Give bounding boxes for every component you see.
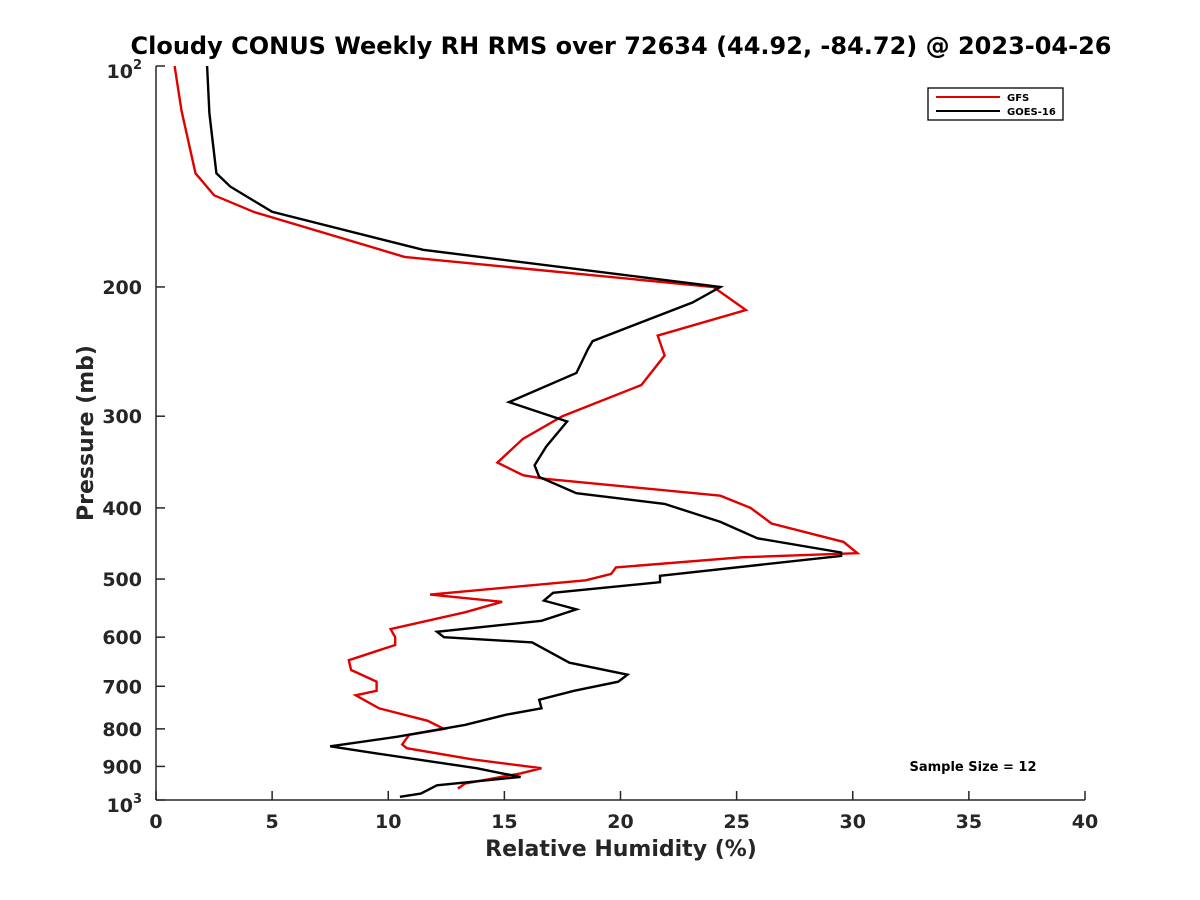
y-tick-label: 700	[102, 676, 142, 698]
legend: GFS GOES-16	[927, 87, 1064, 121]
series-layer	[173, 65, 861, 798]
y-ticks: 102 200 300 400 500 600 700 800 900 103	[102, 58, 165, 817]
x-tick-label: 40	[1072, 811, 1098, 833]
series-line-goes16	[205, 65, 843, 798]
axes	[155, 66, 1085, 801]
plot-area	[156, 66, 1085, 800]
y-tick-label: 800	[102, 719, 142, 741]
x-tick-label: 0	[149, 811, 162, 833]
legend-label-goes16: GOES-16	[1007, 107, 1056, 118]
y-tick-label: 400	[102, 498, 142, 520]
legend-box	[927, 87, 1064, 121]
x-tick-label: 10	[375, 811, 401, 833]
y-tick-label: 102	[107, 58, 143, 83]
legend-label-gfs: GFS	[1007, 93, 1029, 104]
y-tick-label: 900	[102, 756, 142, 778]
x-tick-label: 35	[956, 811, 982, 833]
y-axis-label: Pressure (mb)	[74, 345, 99, 521]
x-tick-label: 20	[607, 811, 633, 833]
x-tick-label: 30	[840, 811, 866, 833]
y-tick-label: 103	[107, 792, 143, 817]
sample-size-annotation: Sample Size = 12	[909, 760, 1036, 775]
y-tick-label: 200	[102, 277, 142, 299]
y-tick-label: 600	[102, 627, 142, 649]
x-tick-label: 15	[491, 811, 517, 833]
x-tick-label: 25	[723, 811, 749, 833]
x-ticks: 0 5 10 15 20 25 30 35 40	[149, 791, 1098, 833]
x-axis-label: Relative Humidity (%)	[485, 837, 757, 862]
x-tick-label: 5	[266, 811, 279, 833]
y-tick-label: 500	[102, 569, 142, 591]
chart-title: Cloudy CONUS Weekly RH RMS over 72634 (4…	[131, 32, 1112, 60]
y-tick-label: 300	[102, 406, 142, 428]
